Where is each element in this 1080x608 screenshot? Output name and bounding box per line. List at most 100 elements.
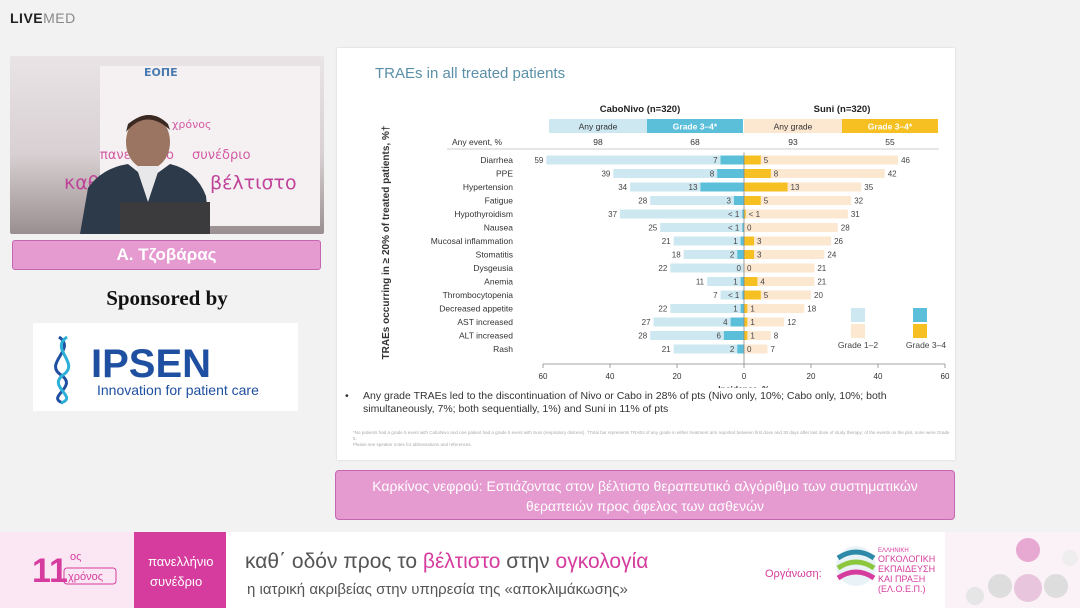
value-cabo-g34: 2 — [730, 251, 735, 260]
value-cabo-g34: 13 — [689, 183, 698, 192]
value-suni-g34: 1 — [750, 305, 755, 314]
bar-cabo-any — [670, 304, 744, 313]
value-cabo-any: 22 — [658, 264, 667, 273]
bar-cabo-any — [660, 223, 744, 232]
category-label: Mucosal inflammation — [431, 236, 513, 246]
value-cabo-g34: 1 — [733, 278, 738, 287]
value-suni-g34: < 1 — [749, 210, 761, 219]
value-suni-any: 12 — [787, 318, 796, 327]
bar-suni-any — [744, 155, 899, 165]
bar-suni-g34 — [744, 182, 788, 192]
footer-graphics: 11 ος χρόνος πανελλήνιο συνέδριο καθ΄ οδ… — [0, 532, 1080, 608]
value-suni-any: 8 — [774, 332, 779, 341]
bar-suni-any — [744, 250, 825, 259]
value-cabo-g34: < 1 — [728, 210, 740, 219]
video-banner-line2: συνέδριο — [192, 148, 251, 163]
value-cabo-g34: 6 — [716, 332, 721, 341]
x-tick-label: 60 — [941, 372, 950, 381]
header-suni-g34: Grade 3–4* — [868, 122, 913, 132]
value-suni-any: 31 — [851, 210, 860, 219]
bar-cabo-g34 — [700, 182, 744, 192]
value-suni-g34: 0 — [747, 345, 752, 354]
value-cabo-g34: 7 — [713, 156, 718, 165]
bar-cabo-g34 — [740, 304, 744, 313]
value-suni-any: 21 — [817, 278, 826, 287]
bar-suni-g34 — [744, 331, 748, 340]
speaker-figure — [80, 115, 210, 234]
ipsen-wordmark: IPSEN — [91, 342, 211, 386]
bullet-text: Any grade TRAEs led to the discontinuati… — [363, 390, 887, 415]
value-suni-g34: 1 — [750, 332, 755, 341]
org-line-4: ΚΑΙ ΠΡΑΞΗ — [878, 574, 925, 584]
value-cabo-g34: 8 — [710, 170, 715, 179]
bar-suni-any — [744, 209, 848, 219]
legend-swatch-cabo-g34 — [913, 308, 927, 322]
bar-suni-any — [744, 169, 885, 178]
sponsor-logo-box: IPSEN Innovation for patient care — [33, 323, 298, 411]
x-tick-label: 20 — [807, 372, 816, 381]
congress-line-2: συνέδριο — [150, 574, 202, 589]
category-label: Dysgeusia — [473, 263, 513, 273]
value-cabo-any: 37 — [608, 210, 617, 219]
bar-suni-any — [744, 331, 771, 340]
bar-cabo-any — [650, 331, 744, 340]
bar-cabo-g34 — [740, 236, 744, 246]
bar-suni-g34 — [744, 317, 748, 327]
dna-helix-icon — [54, 335, 71, 405]
org-line-2: ΟΓΚΟΛΟΓΙΚΗ — [878, 554, 935, 564]
bar-cabo-g34 — [742, 290, 744, 300]
value-suni-g34: 0 — [747, 224, 752, 233]
x-tick-label: 40 — [874, 372, 883, 381]
bar-suni-g34 — [744, 209, 746, 219]
bullet-dot: • — [345, 390, 349, 402]
value-cabo-any: 7 — [713, 291, 718, 300]
value-suni-any: 26 — [834, 237, 843, 246]
value-cabo-any: 22 — [658, 305, 667, 314]
category-label: ALT increased — [459, 331, 513, 341]
value-suni-any: 18 — [807, 305, 816, 314]
x-tick-label: 40 — [606, 372, 615, 381]
value-cabo-any: 28 — [638, 332, 647, 341]
y-axis-title: TRAEs occurring in ≥ 20% of treated pati… — [381, 126, 392, 360]
legend-label-grade34: Grade 3–4 — [906, 340, 946, 350]
bar-cabo-g34 — [720, 155, 744, 165]
bar-cabo-any — [673, 344, 744, 354]
value-cabo-any: 21 — [662, 237, 671, 246]
org-line-1: ΕΛΛΗΝΙΚΗ — [878, 548, 909, 554]
bar-cabo-g34 — [740, 277, 744, 286]
bar-suni-g34 — [744, 236, 755, 246]
organizer-label: Οργάνωση: — [765, 568, 822, 580]
speaker-video: ΕΟΠΕ χρόνος πανελλήνιο συνέδριο καθ΄ οδό… — [10, 56, 324, 234]
value-cabo-g34: 2 — [730, 345, 735, 354]
value-cabo-any: 34 — [618, 183, 627, 192]
bar-cabo-any — [683, 250, 744, 259]
category-label: Rash — [493, 344, 513, 354]
bar-cabo-any — [613, 169, 744, 178]
bar-suni-any — [744, 223, 838, 232]
category-label: Fatigue — [485, 196, 514, 206]
bar-suni-any — [744, 196, 852, 205]
edition-suffix: ος — [70, 551, 81, 563]
value-suni-g34: 8 — [774, 170, 779, 179]
x-tick-label: 20 — [673, 372, 682, 381]
bar-suni-g34 — [744, 155, 761, 165]
value-cabo-g34: 1 — [733, 305, 738, 314]
video-banner-line4: βέλτιστο — [210, 172, 297, 194]
any-event-suni-g34: 55 — [885, 137, 895, 147]
ipsen-tagline: Innovation for patient care — [97, 382, 259, 398]
value-suni-any: 7 — [770, 345, 775, 354]
bar-cabo-any — [670, 263, 744, 273]
bar-cabo-g34 — [737, 344, 744, 354]
value-cabo-any: 59 — [534, 156, 543, 165]
bar-cabo-any — [620, 209, 744, 219]
congress-motto: καθ΄ οδόν προς το βέλτιστο στην ογκολογί… — [245, 550, 648, 573]
value-cabo-g34: 1 — [733, 237, 738, 246]
bar-cabo-any — [546, 155, 744, 165]
value-suni-any: 20 — [814, 291, 823, 300]
edition-word: χρόνος — [68, 571, 103, 583]
edition-number: 11 — [32, 552, 68, 590]
trae-chart: CaboNivo (n=320) Suni (n=320)Any grade Gra… — [381, 104, 950, 388]
any-event-suni-any: 93 — [788, 137, 798, 147]
legend-swatch-suni-g12 — [851, 324, 865, 338]
